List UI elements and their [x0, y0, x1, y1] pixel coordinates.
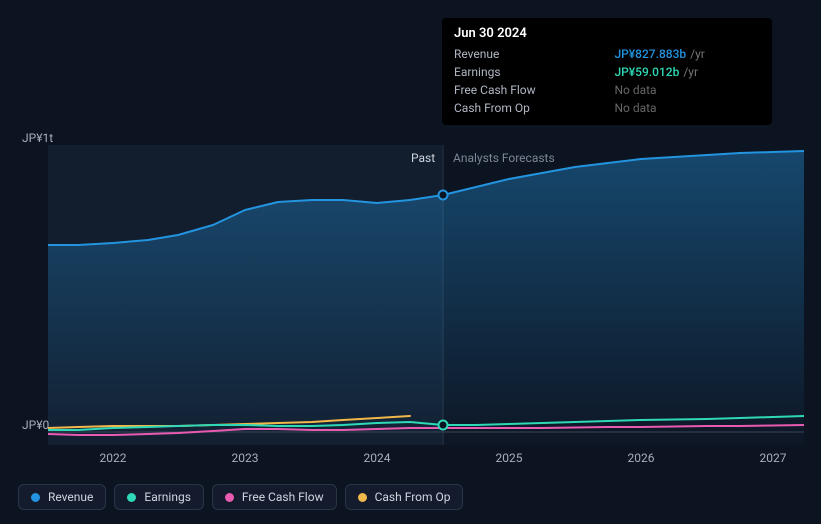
legend-label: Earnings	[144, 490, 191, 504]
chart-tooltip: Jun 30 2024 RevenueJP¥827.883b/yrEarning…	[442, 18, 772, 125]
x-axis-label: 2023	[232, 451, 259, 465]
tooltip-row-label: Free Cash Flow	[454, 81, 614, 99]
x-axis-label: 2027	[760, 451, 787, 465]
tooltip-row-value: JP¥59.012b/yr	[614, 63, 760, 81]
earnings-marker	[439, 421, 448, 430]
chart-legend: Revenue Earnings Free Cash Flow Cash From O…	[18, 484, 463, 510]
tooltip-row-label: Cash From Op	[454, 99, 614, 117]
forecast-label: Analysts Forecasts	[453, 151, 555, 165]
past-label: Past	[411, 151, 435, 165]
legend-label: Cash From Op	[375, 490, 451, 504]
legend-dot-icon	[358, 493, 367, 502]
legend-dot-icon	[127, 493, 136, 502]
y-axis-label: JP¥1t	[22, 131, 53, 145]
x-axis-label: 2025	[496, 451, 523, 465]
y-axis-label: JP¥0	[22, 418, 49, 432]
legend-label: Free Cash Flow	[242, 490, 324, 504]
tooltip-row-cfo: Cash From OpNo data	[454, 99, 760, 117]
legend-label: Revenue	[48, 490, 93, 504]
tooltip-row-fcf: Free Cash FlowNo data	[454, 81, 760, 99]
legend-dot-icon	[31, 493, 40, 502]
tooltip-row-label: Earnings	[454, 63, 614, 81]
legend-item-fcf[interactable]: Free Cash Flow	[212, 484, 337, 510]
legend-item-revenue[interactable]: Revenue	[18, 484, 106, 510]
revenue-marker	[439, 191, 448, 200]
x-axis-label: 2024	[364, 451, 391, 465]
tooltip-row-value: No data	[614, 99, 760, 117]
tooltip-row-value: JP¥827.883b/yr	[614, 45, 760, 63]
legend-item-cfo[interactable]: Cash From Op	[345, 484, 464, 510]
legend-item-earnings[interactable]: Earnings	[114, 484, 204, 510]
tooltip-table: RevenueJP¥827.883b/yrEarningsJP¥59.012b/…	[454, 45, 760, 117]
tooltip-row-value: No data	[614, 81, 760, 99]
tooltip-row-earnings: EarningsJP¥59.012b/yr	[454, 63, 760, 81]
x-axis-label: 2026	[628, 451, 655, 465]
financials-chart[interactable]	[48, 145, 804, 445]
tooltip-row-revenue: RevenueJP¥827.883b/yr	[454, 45, 760, 63]
legend-dot-icon	[225, 493, 234, 502]
tooltip-date: Jun 30 2024	[454, 26, 760, 41]
tooltip-row-label: Revenue	[454, 45, 614, 63]
x-axis-label: 2022	[100, 451, 127, 465]
